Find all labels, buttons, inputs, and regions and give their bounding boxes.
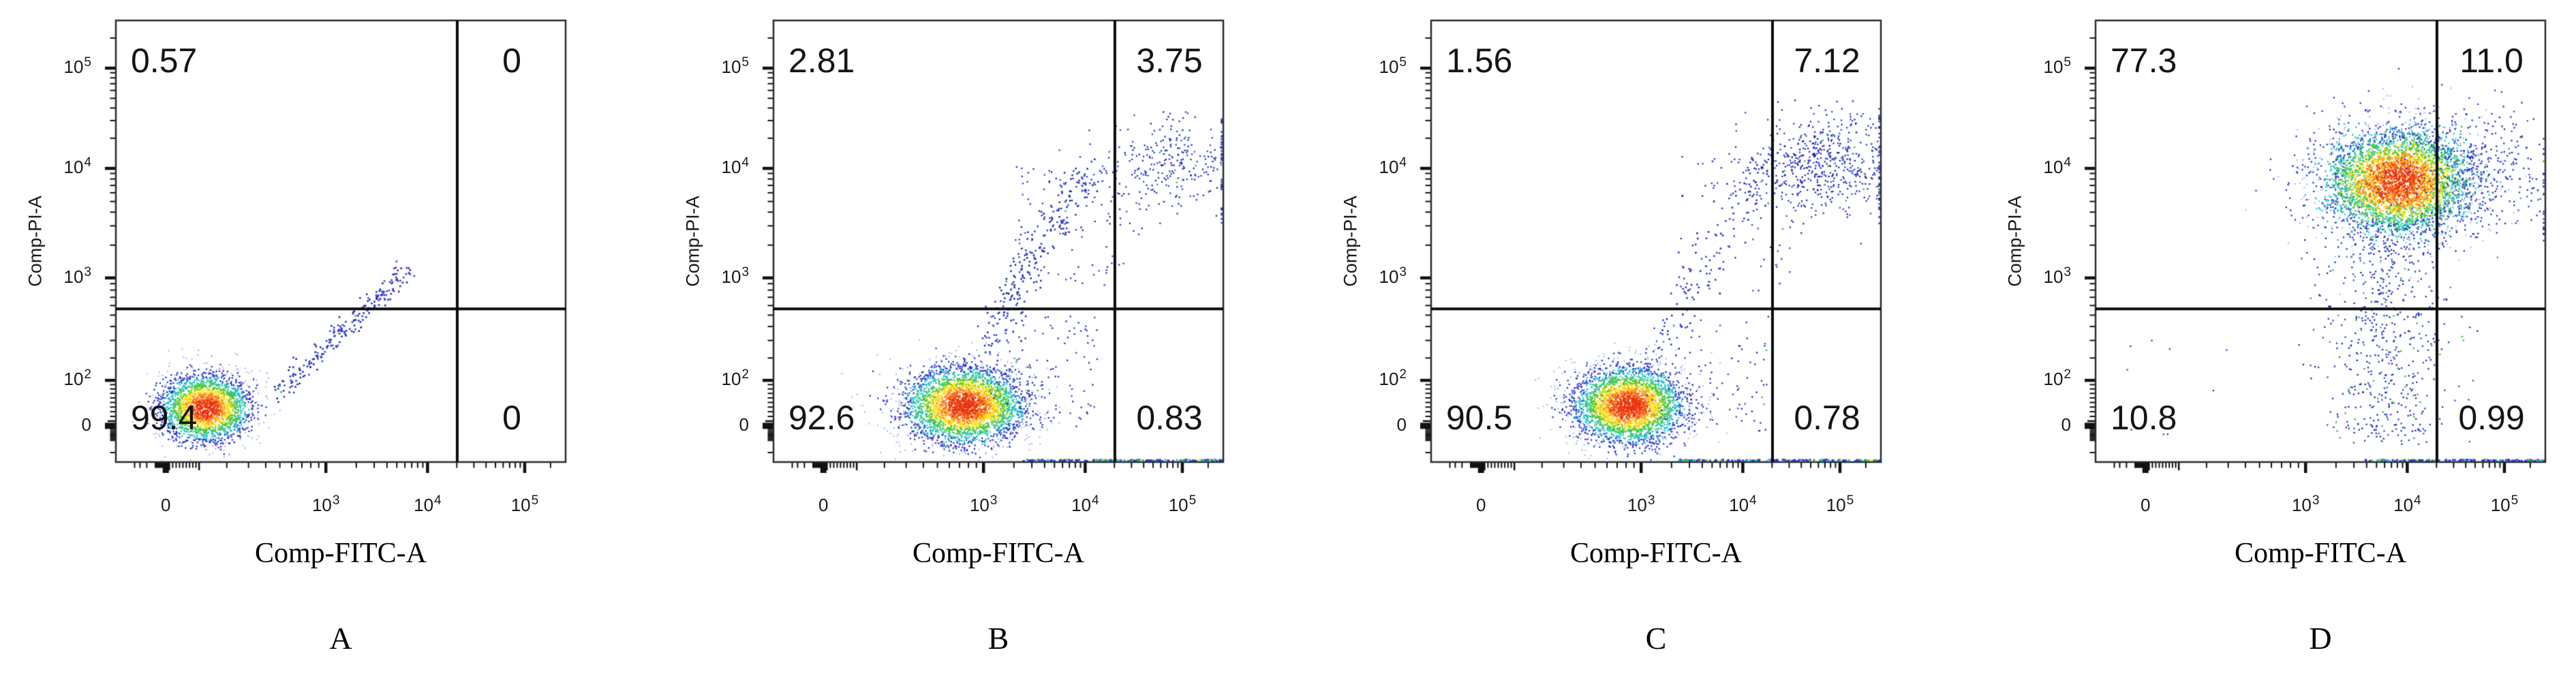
x-tick-label: 0: [161, 495, 171, 515]
y-tick-label: 104: [1379, 155, 1407, 178]
quadrant-percent-lower-right: 0.99: [2458, 399, 2525, 437]
x-tick-label: 104: [1071, 493, 1099, 515]
y-tick-label: 105: [721, 55, 750, 77]
quadrant-percent-lower-right: 0.78: [1794, 399, 1860, 437]
y-tick-label: 102: [2043, 367, 2072, 390]
quadrant-percent-lower-left: 90.5: [1446, 399, 1513, 437]
y-tick-label: 103: [1379, 264, 1407, 287]
y-tick-label: 0: [2061, 414, 2071, 435]
x-tick-label: 104: [2393, 493, 2421, 515]
panel-letter: A: [329, 621, 352, 656]
panel-c: Comp-PI-A 1.56 7.12 90.5 0.78 Comp-FITC-…: [1315, 0, 1959, 674]
quadrant-percent-lower-right: 0.83: [1136, 399, 1203, 437]
y-tick-label: 0: [739, 414, 749, 435]
y-tick-label: 103: [63, 264, 92, 287]
x-axis-title: Comp-FITC-A: [2235, 538, 2406, 569]
y-tick-label: 105: [1379, 55, 1407, 77]
x-tick-label: 0: [818, 495, 829, 515]
scatter-plot-canvas-c: [1315, 0, 1959, 674]
y-tick-label: 0: [1396, 414, 1407, 435]
scatter-plot-canvas-d: [1980, 0, 2576, 674]
quadrant-percent-upper-right: 7.12: [1794, 42, 1860, 80]
y-tick-label: 102: [63, 367, 92, 390]
quadrant-percent-upper-right: 0: [502, 42, 521, 80]
quadrant-percent-lower-left: 10.8: [2111, 399, 2177, 437]
x-tick-label: 105: [2490, 493, 2519, 515]
scatter-plot-canvas-a: [0, 0, 644, 674]
x-tick-label: 104: [414, 493, 442, 515]
x-tick-label: 103: [969, 493, 998, 515]
y-tick-label: 102: [1379, 367, 1407, 390]
quadrant-percent-upper-left: 0.57: [131, 42, 198, 80]
x-tick-label: 105: [1826, 493, 1854, 515]
quadrant-percent-upper-right: 11.0: [2459, 42, 2524, 80]
y-tick-label: 103: [2043, 264, 2072, 287]
x-tick-label: 105: [510, 493, 539, 515]
y-tick-label: 104: [721, 155, 750, 178]
quadrant-percent-upper-left: 2.81: [788, 42, 855, 80]
panel-letter: C: [1645, 621, 1667, 656]
quadrant-percent-upper-left: 77.3: [2111, 42, 2177, 80]
y-tick-label: 103: [721, 264, 750, 287]
panel-letter: D: [2309, 621, 2332, 656]
x-tick-label: 0: [2141, 495, 2151, 515]
x-tick-label: 103: [1627, 493, 1655, 515]
y-tick-label: 105: [2043, 55, 2072, 77]
x-tick-label: 0: [1476, 495, 1486, 515]
x-tick-label: 103: [311, 493, 340, 515]
x-tick-label: 105: [1168, 493, 1197, 515]
panel-b: Comp-PI-A 2.81 3.75 92.6 0.83 Comp-FITC-…: [658, 0, 1302, 674]
panel-d: Comp-PI-A 77.3 11.0 10.8 0.99 Comp-FITC-…: [1980, 0, 2576, 674]
scatter-plot-canvas-b: [658, 0, 1302, 674]
quadrant-percent-upper-right: 3.75: [1136, 42, 1203, 80]
x-axis-title: Comp-FITC-A: [913, 538, 1084, 569]
quadrant-percent-lower-right: 0: [502, 399, 521, 437]
x-axis-title: Comp-FITC-A: [255, 538, 427, 569]
x-tick-label: 104: [1729, 493, 1757, 515]
y-tick-label: 104: [2043, 155, 2072, 178]
quadrant-percent-lower-left: 92.6: [788, 399, 855, 437]
y-tick-label: 0: [81, 414, 91, 435]
x-axis-title: Comp-FITC-A: [1570, 538, 1742, 569]
y-tick-label: 104: [63, 155, 92, 178]
y-tick-label: 102: [721, 367, 750, 390]
quadrant-percent-lower-left: 99.4: [131, 399, 198, 437]
y-tick-label: 105: [63, 55, 92, 77]
quadrant-percent-upper-left: 1.56: [1446, 42, 1513, 80]
x-tick-label: 103: [2291, 493, 2320, 515]
panel-letter: B: [987, 621, 1009, 656]
